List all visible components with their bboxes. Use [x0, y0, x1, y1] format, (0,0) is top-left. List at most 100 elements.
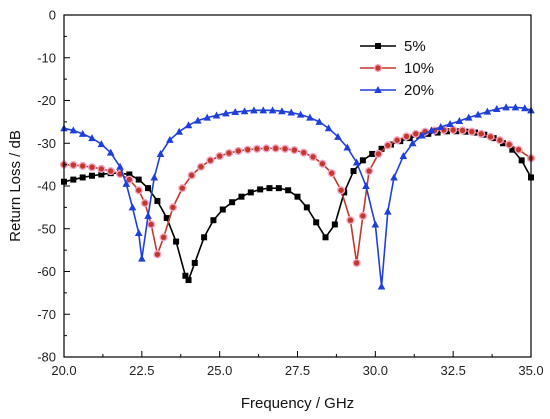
data-point	[393, 136, 402, 145]
data-point	[79, 174, 86, 181]
data-point	[499, 140, 506, 147]
data-point	[455, 117, 464, 125]
data-point	[365, 166, 374, 176]
data-point	[308, 152, 318, 162]
y-tick-label: -30	[37, 136, 56, 151]
legend-marker	[373, 63, 383, 73]
data-point	[352, 158, 361, 166]
data-point	[147, 220, 156, 229]
data-point	[352, 258, 361, 268]
data-point	[78, 161, 87, 171]
data-point	[69, 126, 78, 134]
data-point	[125, 175, 134, 184]
data-point	[346, 216, 355, 225]
data-point	[383, 141, 392, 150]
data-point	[175, 127, 183, 135]
data-point	[275, 185, 282, 192]
legend: 5% 10% 20%	[360, 38, 434, 99]
data-point	[287, 108, 296, 116]
legend-label: 5%	[404, 38, 426, 55]
data-point	[495, 136, 504, 145]
data-point	[362, 182, 370, 189]
data-point	[87, 163, 97, 172]
data-point	[70, 176, 77, 183]
data-point	[331, 221, 338, 228]
data-point	[224, 148, 234, 158]
data-point	[184, 121, 193, 129]
data-point	[369, 150, 376, 157]
data-point	[140, 199, 150, 208]
data-point	[299, 148, 308, 157]
data-point	[322, 234, 329, 241]
data-point	[315, 117, 324, 125]
data-point	[231, 108, 240, 116]
data-point	[150, 173, 159, 181]
data-point	[509, 146, 516, 153]
data-point	[153, 250, 162, 259]
data-point	[185, 277, 192, 284]
data-point	[334, 132, 342, 140]
data-point	[138, 254, 146, 262]
data-point	[306, 113, 314, 121]
data-point	[134, 186, 143, 195]
y-tick-label: -20	[37, 93, 56, 108]
data-point	[514, 145, 523, 154]
data-point	[243, 145, 252, 154]
data-point	[268, 106, 277, 114]
data-point	[374, 149, 383, 159]
data-point	[518, 157, 525, 164]
data-point	[327, 169, 336, 178]
data-point	[159, 233, 168, 242]
y-tick-label: -40	[37, 179, 56, 194]
data-point	[378, 145, 385, 152]
data-point	[511, 103, 520, 111]
data-point	[250, 106, 258, 114]
y-tick-label: -70	[37, 307, 56, 322]
data-point	[324, 124, 333, 132]
data-point	[486, 132, 495, 141]
data-point	[294, 193, 301, 200]
data-point	[145, 185, 152, 192]
data-point	[201, 234, 208, 241]
data-point	[212, 111, 221, 119]
data-point	[116, 162, 124, 170]
data-point	[411, 129, 420, 138]
data-point	[318, 159, 327, 168]
y-tick-label: -50	[37, 221, 56, 236]
ticks-layer: 20.0 22.5 25.0 27.5 30.0 32.5 35.0 0 -10 -20 -30 -4…	[37, 8, 543, 379]
x-tick-label: 32.5	[441, 363, 466, 378]
y-tick-label: 0	[49, 8, 56, 23]
data-point	[173, 238, 180, 245]
data-point	[458, 126, 467, 135]
x-tick-label: 25.0	[207, 363, 232, 378]
data-point	[128, 203, 137, 211]
data-point	[163, 215, 170, 222]
data-point	[271, 144, 280, 153]
data-point	[240, 107, 249, 115]
data-point	[427, 126, 436, 134]
legend-item: 10%	[360, 60, 434, 77]
data-point	[257, 186, 264, 193]
y-tick-label: -10	[37, 50, 56, 65]
data-point	[122, 179, 131, 187]
legend-item: 5%	[360, 38, 426, 55]
data-point	[520, 104, 529, 112]
data-point	[238, 193, 245, 200]
data-point	[126, 171, 133, 178]
data-point	[247, 189, 254, 196]
x-axis-title: Frequency / GHz	[241, 395, 354, 412]
data-point	[358, 211, 367, 221]
y-tick-label: -60	[37, 264, 56, 279]
data-point	[280, 144, 290, 153]
data-point	[106, 148, 115, 156]
data-point	[371, 220, 380, 228]
data-point	[134, 229, 143, 237]
data-point	[219, 206, 226, 213]
data-point	[502, 103, 510, 111]
legend-label: 20%	[404, 82, 434, 99]
data-point	[78, 129, 87, 137]
data-point	[464, 113, 473, 121]
data-point	[166, 135, 174, 143]
data-point	[135, 176, 142, 183]
